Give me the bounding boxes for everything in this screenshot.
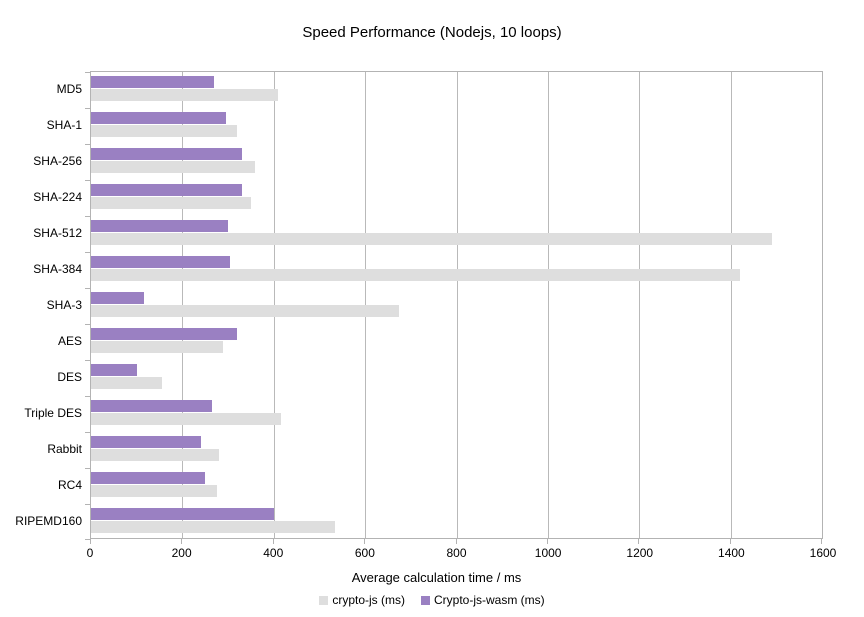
bar-crypto-js-wasm-sha-512 (91, 220, 229, 232)
y-axis-label: RIPEMD160 (15, 514, 82, 528)
legend-swatch-crypto-js-wasm (421, 595, 430, 605)
bar-crypto-js-wasm-des (91, 364, 137, 376)
bar-crypto-js-sha-1 (91, 125, 238, 137)
bar-crypto-js-md5 (91, 89, 279, 101)
bar-crypto-js-wasm-sha-3 (91, 292, 144, 304)
y-axis-labels: MD5 SHA-1 SHA-256 SHA-224 SHA-512 SHA-384 SHA-… (0, 71, 82, 539)
x-axis-tick (455, 539, 457, 544)
y-axis-label: RC4 (57, 478, 82, 492)
y-axis-label: SHA-256 (33, 154, 82, 168)
x-axis-tick (364, 539, 366, 544)
bar-crypto-js-sha-384 (91, 269, 740, 281)
y-axis-tick (85, 468, 90, 469)
y-axis-label: SHA-3 (46, 298, 82, 312)
y-axis-label: SHA-224 (33, 190, 82, 204)
bar-crypto-js-sha-224 (91, 197, 251, 209)
gridline (730, 72, 732, 538)
bar-crypto-js-wasm-sha-256 (91, 148, 242, 160)
x-axis-tick-labels: 0 200 400 600 800 1000 1200 1400 1600 (86, 546, 837, 562)
legend: crypto-js (ms) Crypto-js-wasm (ms) (0, 593, 864, 607)
bar-crypto-js-rabbit (91, 449, 219, 461)
x-axis-tick-label: 200 (171, 546, 192, 560)
gridline (639, 72, 641, 538)
x-axis-tick-label: 0 (86, 546, 94, 560)
legend-item-crypto-js-wasm: Crypto-js-wasm (ms) (421, 593, 545, 607)
y-axis-label: SHA-512 (33, 226, 82, 240)
x-axis-tick (821, 539, 822, 544)
y-axis-tick (85, 504, 90, 505)
bar-crypto-js-wasm-aes (91, 328, 238, 340)
bar-crypto-js-wasm-ripemd160 (91, 508, 274, 520)
bar-crypto-js-aes (91, 341, 224, 353)
bar-crypto-js-triple-des (91, 413, 281, 425)
y-axis-tick (85, 252, 90, 253)
y-axis-label: SHA-384 (33, 262, 82, 276)
y-axis-tick (85, 396, 90, 397)
y-axis-label: Rabbit (47, 442, 82, 456)
y-axis-tick (85, 324, 90, 325)
bar-crypto-js-wasm-triple-des (91, 400, 213, 412)
bar-crypto-js-wasm-sha-1 (91, 112, 226, 124)
y-axis-tick (85, 539, 90, 540)
y-axis-tick (85, 216, 90, 217)
y-axis-label: SHA-1 (46, 118, 82, 132)
x-axis-tick-label: 600 (354, 546, 375, 560)
gridline (547, 72, 549, 538)
x-axis-tick-label: 1000 (534, 546, 562, 560)
chart-title: Speed Performance (Nodejs, 10 loops) (302, 24, 562, 41)
x-axis-tick (729, 539, 731, 544)
x-axis-tick (638, 539, 640, 544)
y-axis-tick (85, 432, 90, 433)
gridline (456, 72, 458, 538)
y-axis-tick (85, 108, 90, 109)
x-axis-tick-label: 400 (263, 546, 284, 560)
bar-crypto-js-sha-512 (91, 233, 772, 245)
y-axis-tick (85, 288, 90, 289)
bar-crypto-js-sha-256 (91, 161, 256, 173)
bar-crypto-js-ripemd160 (91, 521, 336, 533)
bar-crypto-js-wasm-rc4 (91, 472, 206, 484)
legend-swatch-crypto-js (319, 595, 329, 605)
plot-area (85, 71, 823, 544)
y-axis-tick (85, 72, 90, 73)
bar-crypto-js-rc4 (91, 485, 217, 497)
x-axis-tick (546, 539, 548, 544)
bar-crypto-js-des (91, 377, 162, 389)
x-axis-tick-label: 1400 (718, 546, 745, 560)
x-axis-tick-label: 800 (446, 546, 467, 560)
y-axis-tick (85, 180, 90, 181)
legend-item-crypto-js: crypto-js (ms) (319, 593, 405, 607)
bar-crypto-js-wasm-md5 (91, 76, 215, 88)
x-axis-tick-label: 1200 (626, 546, 654, 560)
x-axis-tick-label: 1600 (809, 546, 837, 560)
x-axis-title: Average calculation time / ms (351, 570, 522, 585)
y-axis-label: DES (57, 370, 82, 384)
legend-label-crypto-js-wasm: Crypto-js-wasm (ms) (434, 593, 545, 607)
y-axis-tick (85, 360, 90, 361)
y-axis-label: Triple DES (24, 406, 82, 420)
x-axis-tick (90, 539, 91, 544)
bar-crypto-js-wasm-rabbit (91, 436, 201, 448)
x-axis-tick (272, 539, 274, 544)
y-axis-label: AES (57, 334, 82, 348)
bar-crypto-js-sha-3 (91, 305, 400, 317)
bar-crypto-js-wasm-sha-384 (91, 256, 231, 268)
bar-crypto-js-wasm-sha-224 (91, 184, 242, 196)
x-axis-tick (181, 539, 183, 544)
y-axis-tick (85, 144, 90, 145)
y-axis-label: MD5 (56, 82, 82, 96)
legend-label-crypto-js: crypto-js (ms) (332, 593, 405, 607)
